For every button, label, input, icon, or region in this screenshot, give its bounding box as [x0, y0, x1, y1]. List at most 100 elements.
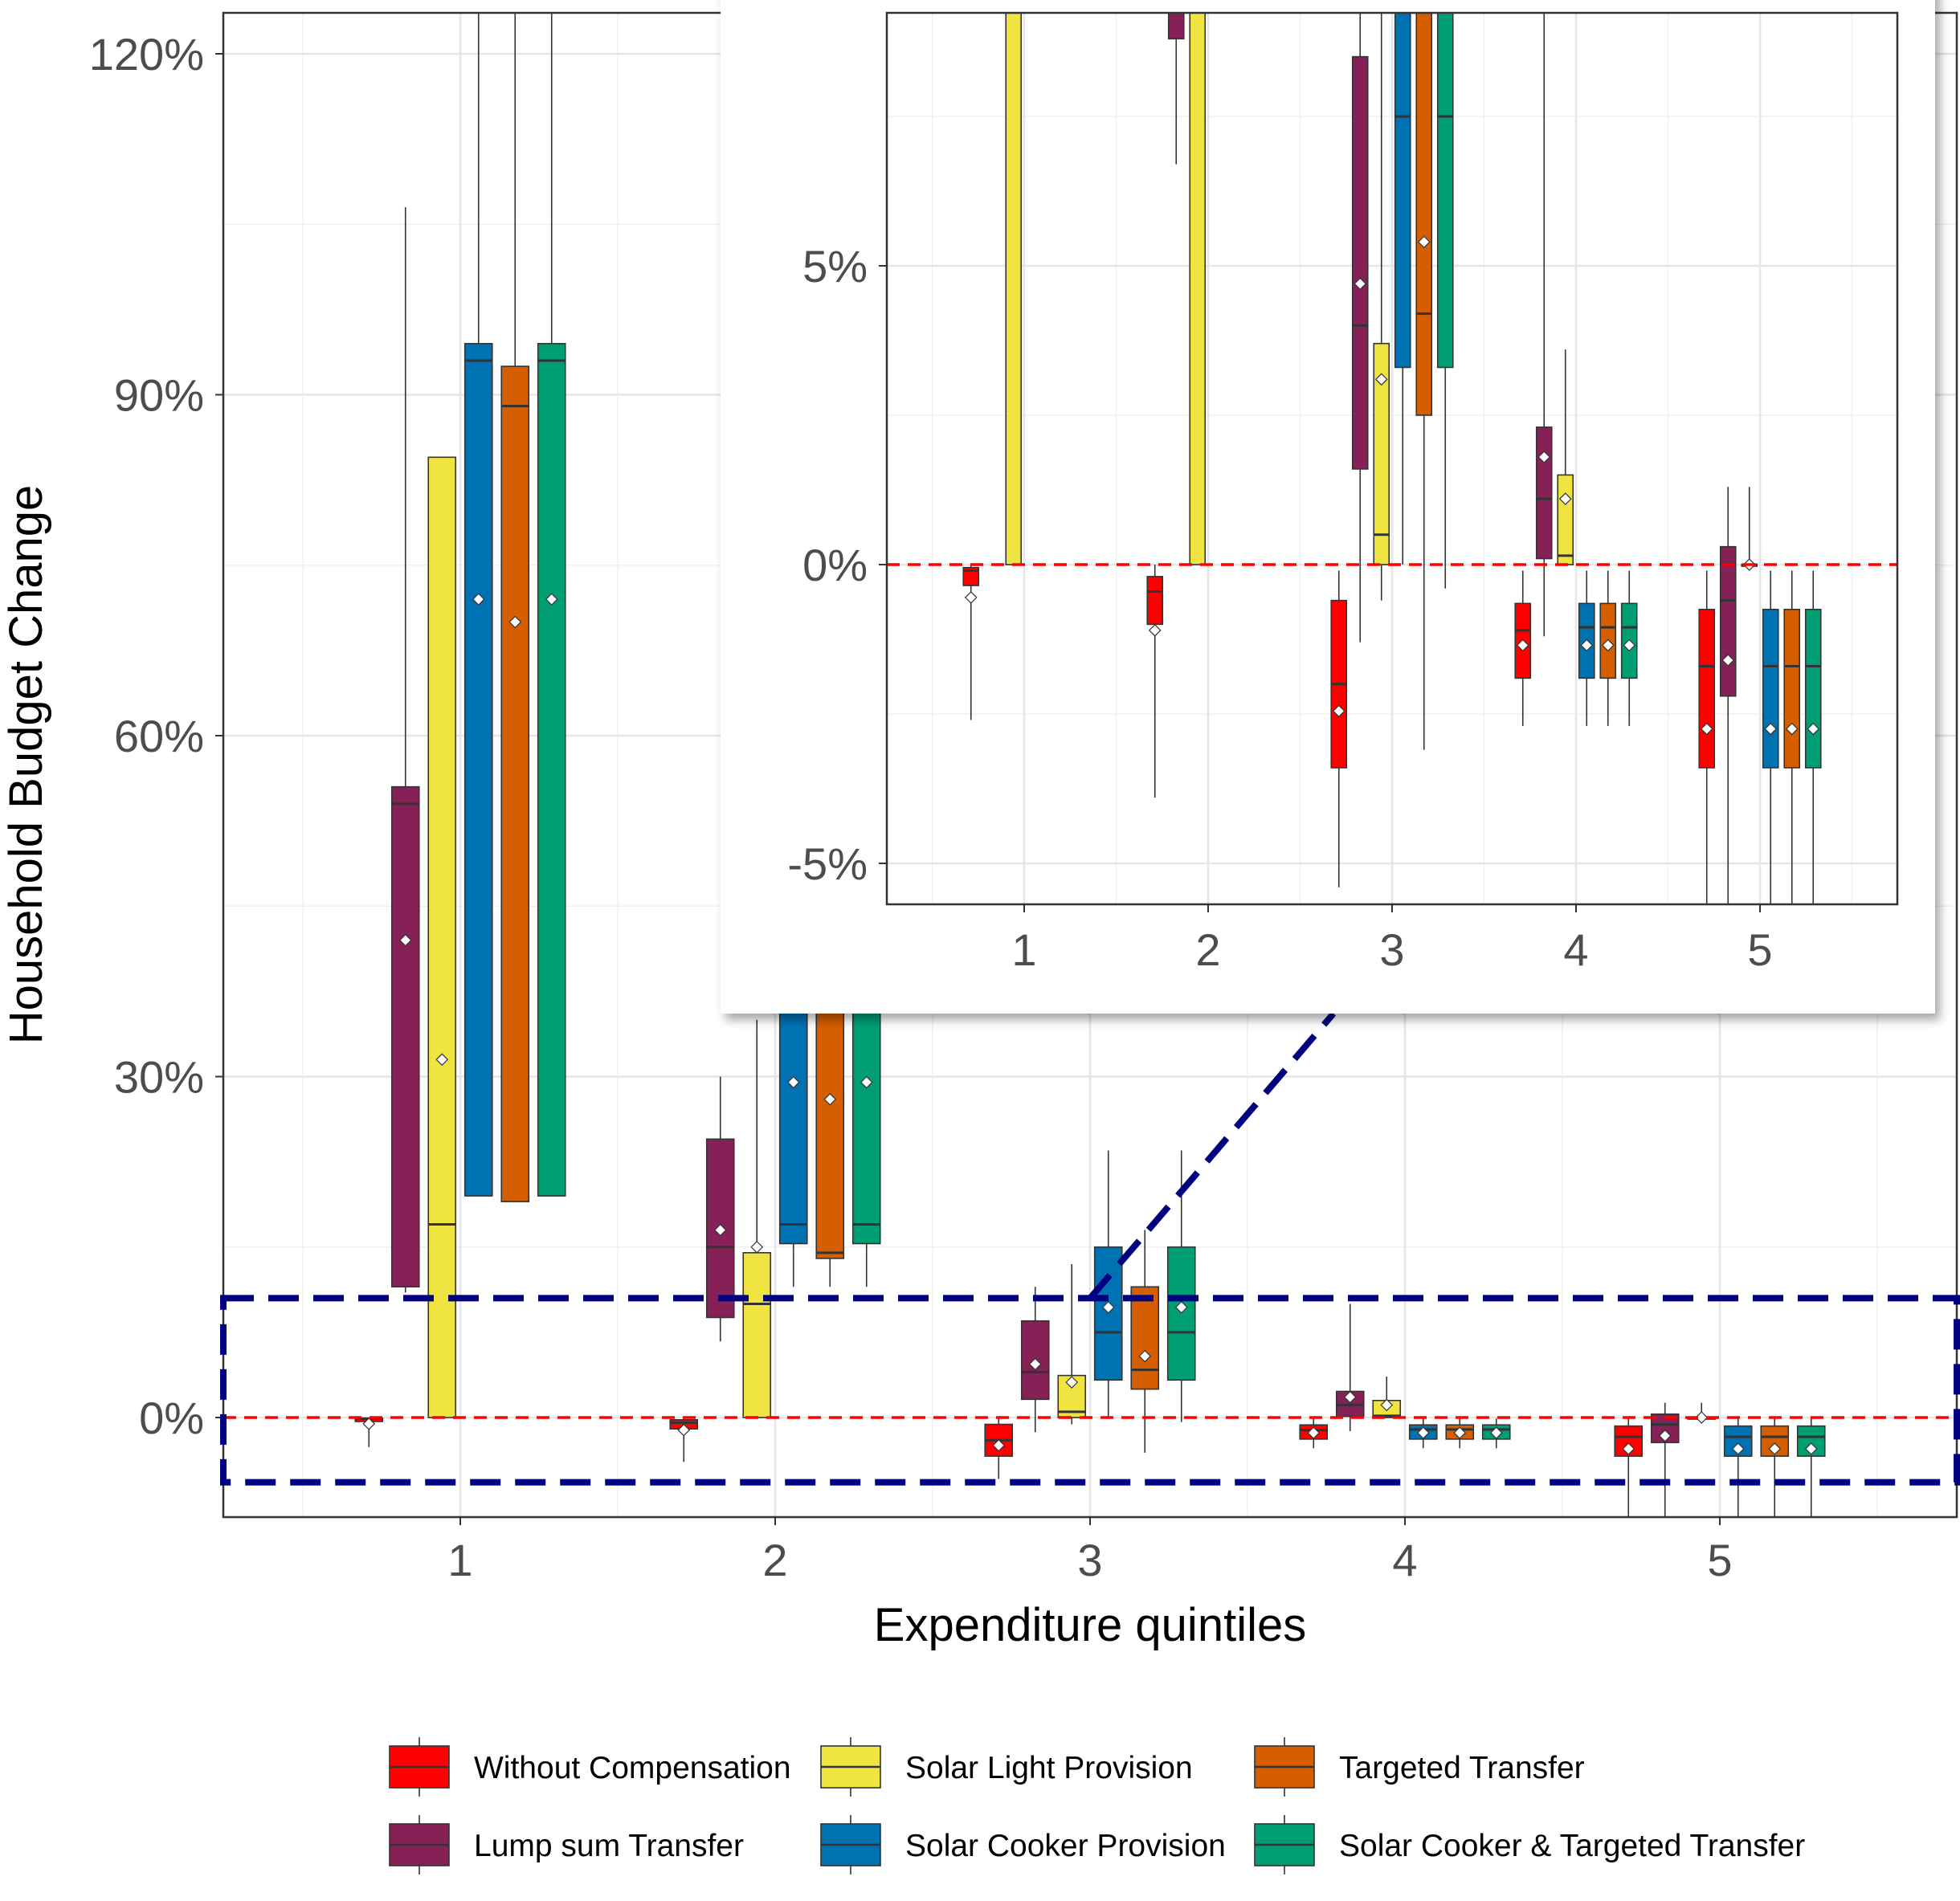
box-iqr — [962, 566, 980, 586]
box-iqr — [427, 456, 457, 1418]
mean-marker — [1374, 373, 1388, 386]
mean-marker — [1417, 235, 1431, 249]
box-without — [1299, 1418, 1329, 1449]
box-iqr — [1783, 608, 1801, 769]
mean-marker — [964, 591, 978, 604]
box-iqr — [1005, 13, 1023, 565]
box-iqr — [1804, 608, 1822, 769]
box-cookertargeted — [537, 13, 566, 1197]
x-tick-label: 3 — [1077, 1535, 1102, 1585]
inset-box-without — [962, 565, 980, 720]
box-cookertargeted — [1481, 1418, 1511, 1449]
legend-label: Solar Cooker & Targeted Transfer — [1339, 1829, 1805, 1863]
mean-marker — [545, 593, 558, 606]
mean-marker — [472, 593, 485, 606]
mean-marker — [1695, 1411, 1709, 1424]
inset-panel-border — [885, 11, 1899, 906]
mean-marker — [398, 933, 412, 947]
x-tick-label: 5 — [1707, 1535, 1732, 1585]
box-iqr — [1351, 55, 1369, 470]
legend-item-without: Without Compensation — [389, 1737, 791, 1797]
box-targeted — [500, 13, 530, 1202]
inset-box-cookertargeted — [1620, 570, 1638, 726]
mean-marker — [1354, 277, 1367, 291]
y-tick-label: 60% — [114, 711, 204, 761]
mean-marker — [992, 1438, 1006, 1452]
inset-x-tick-label: 1 — [1011, 924, 1036, 975]
legend-label: Lump sum Transfer — [474, 1829, 744, 1863]
legend-label: Solar Cooker Provision — [905, 1829, 1226, 1863]
mean-marker — [1138, 1349, 1152, 1363]
mean-marker — [1658, 1429, 1672, 1442]
box-solarcooker — [778, 1007, 808, 1287]
box-iqr — [463, 343, 493, 1197]
box-solarcooker — [463, 13, 493, 1197]
mean-marker — [362, 1417, 376, 1430]
inset-box-targeted — [1783, 570, 1801, 904]
mean-marker — [1537, 451, 1551, 463]
inset-box-without — [1330, 570, 1348, 887]
box-lumpsum — [390, 207, 420, 1293]
mean-marker — [1700, 722, 1713, 736]
mean-marker — [508, 615, 522, 629]
box-iqr — [1373, 342, 1390, 565]
box-iqr — [500, 365, 530, 1202]
mean-marker — [1101, 1300, 1115, 1314]
box-iqr — [1760, 1425, 1790, 1457]
inset-box-without — [1698, 570, 1716, 904]
inset-box-lumpsum — [1719, 487, 1737, 904]
inset-box-lumpsum — [1167, 13, 1185, 165]
mean-marker — [677, 1423, 691, 1437]
inset-box-solarcooker — [1578, 570, 1595, 726]
box-iqr — [1146, 576, 1164, 626]
mean-marker — [1721, 654, 1735, 667]
y-tick-label: 30% — [114, 1052, 204, 1103]
inset-box-solarlight — [1005, 13, 1023, 565]
box-iqr — [1557, 474, 1574, 565]
mean-marker — [713, 1223, 727, 1237]
box-iqr — [1719, 545, 1737, 697]
legend-label: Without Compensation — [474, 1751, 791, 1785]
mean-marker — [1807, 722, 1820, 736]
x-tick-label: 4 — [1392, 1535, 1417, 1585]
box-iqr — [1167, 13, 1185, 40]
inset-box-cookertargeted — [1436, 13, 1454, 589]
mean-marker — [1489, 1426, 1503, 1439]
x-tick-label: 1 — [447, 1535, 472, 1585]
axis-labels: Household Budget Change Expenditure quin… — [0, 485, 1306, 1651]
inset-x-tick-label: 2 — [1195, 924, 1220, 975]
x-tick-label: 2 — [762, 1535, 787, 1585]
box-iqr — [1698, 608, 1716, 769]
box-iqr — [1189, 13, 1207, 565]
box-iqr — [1614, 1425, 1644, 1457]
box-lumpsum — [1020, 1287, 1050, 1433]
box-solarlight — [742, 1019, 772, 1418]
mean-marker — [1148, 623, 1162, 637]
mean-marker — [1580, 638, 1594, 652]
legend: Without Compensation Lump sum Transfer Sol… — [389, 1737, 1805, 1874]
legend-item-solarlight: Solar Light Provision — [820, 1737, 1193, 1797]
box-without — [984, 1418, 1014, 1479]
mean-marker — [1307, 1426, 1321, 1439]
inset-x-tick-label: 4 — [1563, 924, 1588, 975]
legend-label: Targeted Transfer — [1339, 1751, 1585, 1785]
inset-box-solarlight — [1557, 349, 1574, 565]
box-solarlight — [427, 456, 457, 1418]
mean-marker — [823, 1092, 837, 1106]
y-tick-label: 90% — [114, 370, 204, 421]
inset-box-solarlight — [1373, 13, 1390, 601]
box-solarcooker — [1723, 1418, 1753, 1517]
inset-plot: -5% 0% 5% 1 2 3 4 5 — [721, 0, 1935, 1014]
mean-marker — [1601, 638, 1615, 652]
inset-y-tick-label: 0% — [802, 540, 868, 590]
inset-box-lumpsum — [1535, 13, 1553, 637]
mean-marker — [435, 1053, 449, 1067]
zoom-indicator — [220, 1011, 1960, 1486]
box-iqr — [778, 1007, 808, 1245]
box-iqr — [1535, 426, 1553, 560]
inset-x-tick-label: 3 — [1379, 924, 1404, 975]
inset-box-targeted — [1599, 570, 1617, 726]
box-iqr — [1057, 1374, 1087, 1418]
mean-marker — [1804, 1442, 1818, 1455]
